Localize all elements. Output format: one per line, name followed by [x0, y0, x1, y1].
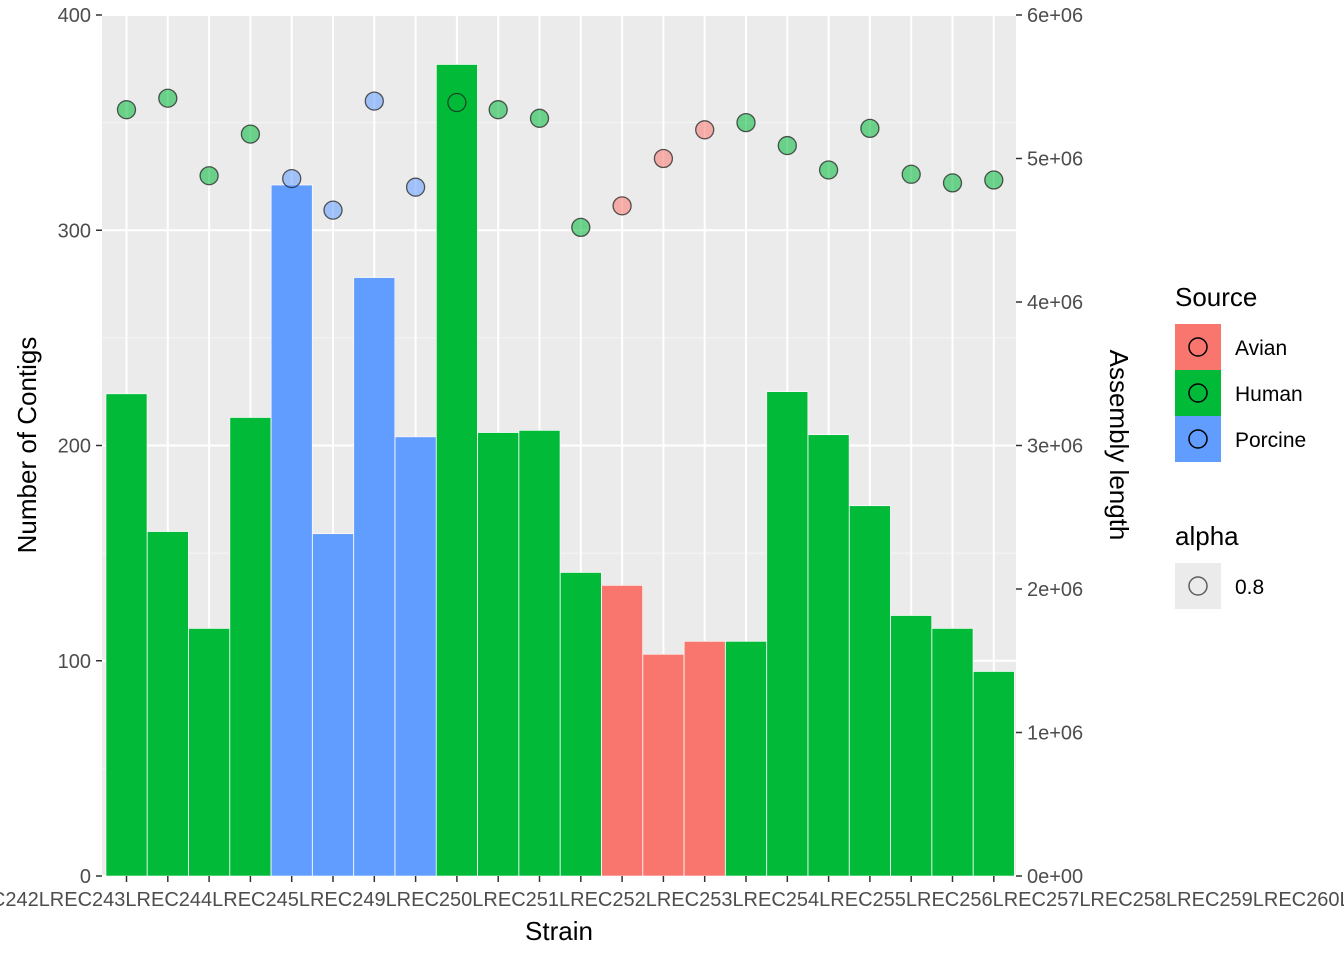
bar — [353, 277, 396, 877]
assembly-point — [571, 217, 591, 238]
y2-tick-label: 3e+06 — [1027, 436, 1083, 458]
y-axis-title: Number of Contigs — [12, 337, 42, 554]
assembly-point — [777, 135, 797, 156]
assembly-point — [199, 166, 219, 186]
assembly-point — [860, 118, 880, 139]
assembly-point — [488, 100, 508, 120]
bar — [270, 184, 313, 877]
x-tick-labels: LREC237LREC239LREC240LREC241LREC242LREC2… — [0, 889, 1344, 911]
legend-item-alpha: 0.8 — [1175, 563, 1264, 609]
x-axis-title: Strain — [525, 916, 593, 946]
legend-circle-icon — [1188, 429, 1208, 449]
bar — [312, 533, 354, 877]
y2-tick-label: 2e+06 — [1027, 579, 1083, 601]
y2-tick-label: 5e+06 — [1027, 149, 1083, 171]
legend-item-porcine: Porcine — [1175, 416, 1306, 462]
assembly-point — [116, 100, 137, 120]
legend-label-alpha: 0.8 — [1235, 576, 1264, 599]
legend-title-source: Source — [1175, 282, 1257, 312]
bar — [890, 615, 933, 877]
assembly-point — [736, 112, 756, 133]
legend-label-porcine: Porcine — [1235, 429, 1306, 452]
assembly-point — [901, 164, 921, 184]
right-axis: 0e+00 1e+06 2e+06 3e+06 4e+06 5e+06 6e+06 — [1016, 5, 1083, 888]
assembly-point — [942, 173, 963, 193]
legend-title-alpha: alpha — [1175, 521, 1239, 551]
assembly-point — [612, 196, 632, 216]
bar — [518, 430, 561, 877]
legend-circle-icon — [1188, 383, 1208, 403]
legend-key-avian — [1175, 324, 1221, 370]
bar — [394, 436, 437, 877]
y-tick-label: 400 — [58, 5, 91, 27]
assembly-point — [653, 148, 674, 169]
bar — [725, 641, 767, 877]
bar — [559, 572, 602, 877]
bar — [601, 585, 643, 877]
legend-label-human: Human — [1235, 383, 1303, 406]
y-tick-label: 300 — [58, 220, 91, 242]
assembly-point — [695, 120, 715, 140]
bar — [807, 434, 850, 877]
bar — [683, 641, 726, 877]
bar — [105, 393, 148, 877]
assembly-point — [323, 200, 343, 220]
bar — [642, 653, 685, 877]
bar — [849, 505, 891, 877]
legend-key-alpha — [1175, 563, 1221, 609]
bars — [105, 64, 1015, 877]
assembly-point — [364, 91, 384, 111]
assembly-point — [282, 168, 302, 189]
legend-circle-icon — [1188, 576, 1208, 596]
legend-item-human: Human — [1175, 370, 1303, 416]
x-axis: LREC237LREC239LREC240LREC241LREC242LREC2… — [0, 876, 1344, 911]
assembly-point — [158, 88, 178, 108]
assembly-point — [984, 170, 1004, 190]
bar — [477, 432, 520, 877]
legend: Source Avian Human Porcine alpha 0.8 — [1175, 282, 1306, 609]
y2-tick-label: 0e+00 — [1027, 866, 1083, 888]
bar — [766, 391, 809, 877]
bar — [931, 628, 974, 877]
y2-tick-label: 4e+06 — [1027, 292, 1083, 314]
assembly-point — [447, 92, 467, 113]
left-axis: 0 100 200 300 400 — [58, 5, 102, 888]
bar — [436, 64, 478, 877]
bar — [229, 417, 272, 877]
assembly-point — [529, 108, 550, 128]
points — [116, 88, 1004, 238]
bar — [972, 671, 1015, 877]
assembly-point — [240, 124, 261, 144]
y2-axis-title: Assembly length — [1104, 350, 1134, 541]
assembly-point — [405, 177, 426, 197]
legend-key-porcine — [1175, 416, 1221, 462]
bar — [188, 628, 230, 877]
legend-key-human — [1175, 370, 1221, 416]
y-tick-label: 100 — [58, 651, 91, 673]
y-tick-label: 200 — [58, 436, 91, 458]
y2-tick-label: 1e+06 — [1027, 723, 1083, 745]
bar — [147, 531, 189, 877]
assembly-point — [818, 160, 839, 180]
legend-item-avian: Avian — [1175, 324, 1287, 370]
y-tick-label: 0 — [80, 866, 91, 888]
y2-tick-label: 6e+06 — [1027, 5, 1083, 27]
legend-circle-icon — [1188, 337, 1208, 357]
legend-label-avian: Avian — [1235, 337, 1287, 360]
